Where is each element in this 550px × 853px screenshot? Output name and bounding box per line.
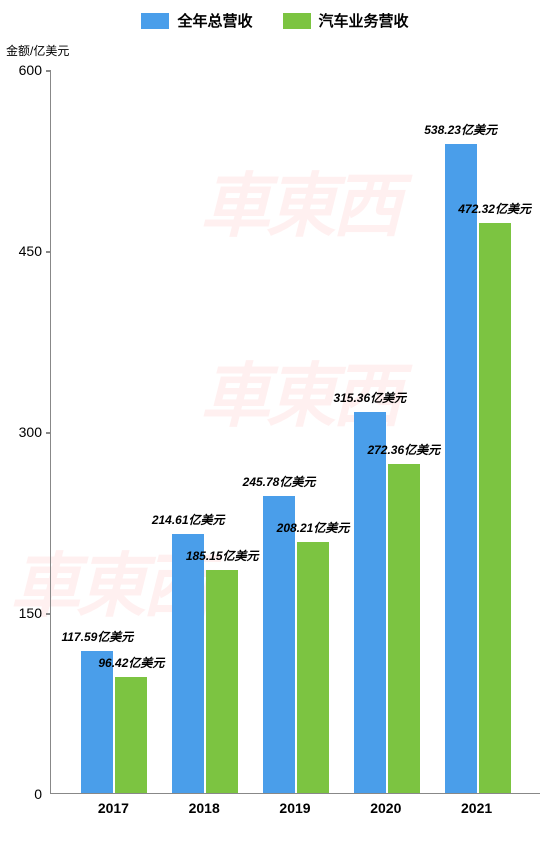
- legend-label-auto: 汽车业务营收: [319, 10, 409, 31]
- bar-label-auto: 208.21亿美元: [277, 519, 350, 536]
- x-tick-label: 2021: [461, 800, 492, 816]
- y-tick-mark: [46, 70, 51, 72]
- bar-auto: [479, 223, 511, 793]
- bar-label-auto: 96.42亿美元: [98, 654, 164, 671]
- bar-total: [263, 496, 295, 793]
- bar-label-total: 538.23亿美元: [424, 121, 497, 138]
- bar-auto: [297, 542, 329, 793]
- chart-legend: 全年总营收 汽车业务营收: [0, 0, 550, 37]
- y-tick-mark: [46, 432, 51, 434]
- bar-total: [172, 534, 204, 793]
- y-tick-label: 450: [19, 243, 42, 259]
- y-tick-label: 150: [19, 605, 42, 621]
- y-axis-label: 金额/亿美元: [6, 42, 69, 59]
- x-tick-label: 2017: [98, 800, 129, 816]
- y-tick-mark: [46, 613, 51, 615]
- bar-total: [81, 651, 113, 793]
- bar-label-auto: 185.15亿美元: [186, 547, 259, 564]
- bar-total: [354, 412, 386, 793]
- bar-label-total: 315.36亿美元: [333, 389, 406, 406]
- bar-label-auto: 272.36亿美元: [367, 441, 440, 458]
- legend-item-total: 全年总营收: [141, 10, 252, 31]
- x-tick-label: 2020: [370, 800, 401, 816]
- bar-label-total: 214.61亿美元: [152, 511, 225, 528]
- chart-area: 車東西 車東西 車東西 117.59亿美元96.42亿美元214.61亿美元18…: [50, 70, 540, 820]
- legend-swatch-auto: [283, 13, 311, 29]
- bar-total: [445, 144, 477, 793]
- y-tick-label: 600: [19, 62, 42, 78]
- y-tick-label: 0: [34, 786, 42, 802]
- legend-swatch-total: [141, 13, 169, 29]
- chart-plot: 117.59亿美元 96.42亿美元 214.61亿美元 185.15亿美元 245.7…: [50, 70, 540, 794]
- bar-auto: [206, 570, 238, 793]
- bar-label-auto: 472.32亿美元: [458, 200, 531, 217]
- bar-auto: [388, 464, 420, 793]
- legend-label-total: 全年总营收: [177, 10, 252, 31]
- x-tick-label: 2018: [189, 800, 220, 816]
- bar-label-total: 117.59亿美元: [61, 628, 133, 645]
- bar-label-total: 245.78亿美元: [243, 473, 316, 490]
- legend-item-auto: 汽车业务营收: [283, 10, 409, 31]
- x-tick-label: 2019: [279, 800, 310, 816]
- y-tick-mark: [46, 251, 51, 253]
- y-tick-label: 300: [19, 424, 42, 440]
- bar-auto: [115, 677, 147, 793]
